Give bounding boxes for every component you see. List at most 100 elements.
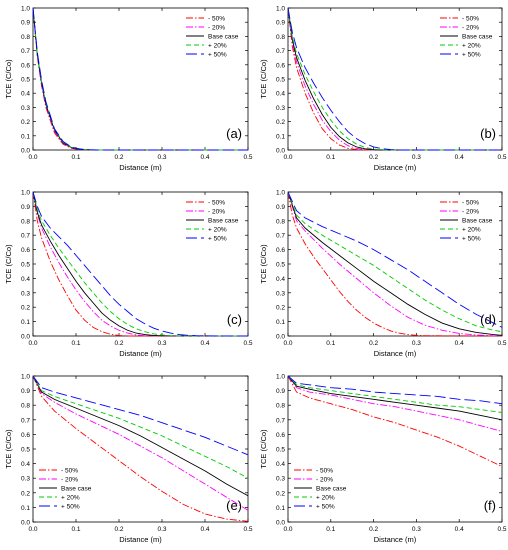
y-tick-label: 0.1 (21, 133, 30, 140)
x-axis-label: Distance (m) (374, 535, 417, 544)
x-axis-label: Distance (m) (374, 349, 417, 358)
legend-label: + 50% (462, 236, 481, 243)
y-tick-label: 0.4 (276, 276, 285, 283)
y-tick-label: 1.0 (276, 190, 285, 197)
legend-label: + 20% (208, 43, 227, 50)
y-tick-label: 0.6 (276, 432, 285, 439)
legend-label: - 50% (208, 200, 225, 207)
series-line-1 (32, 191, 249, 337)
y-tick-label: 0.7 (276, 48, 285, 55)
panel-label: (c) (227, 312, 242, 327)
y-tick-label: 0.8 (276, 218, 285, 225)
y-tick-label: 0.6 (276, 247, 285, 254)
legend-label: - 20% (208, 209, 225, 216)
series-line-1 (32, 375, 249, 511)
y-tick-label: 1.0 (276, 6, 285, 13)
y-tick-label: 0.2 (21, 119, 30, 126)
series-line-3 (32, 191, 249, 337)
legend: - 50% - 20% Base case + 20% + 50% (294, 468, 347, 511)
y-tick-label: 0.1 (276, 133, 285, 140)
x-axis-label: Distance (m) (119, 349, 162, 358)
x-tick-label: 0.4 (200, 526, 209, 533)
x-tick-label: 0.0 (283, 526, 292, 533)
panel-label: (e) (226, 498, 242, 513)
legend: - 50% - 20% Base case + 20% + 50% (186, 16, 239, 59)
series-line-2 (287, 7, 502, 151)
y-tick-label: 0.2 (21, 490, 30, 497)
y-tick-label: 0.3 (276, 290, 285, 297)
y-tick-label: 0.8 (21, 403, 30, 410)
legend-label: - 50% (462, 16, 479, 23)
y-axis-label: TCE (C/Co) (4, 59, 13, 99)
y-tick-label: 0.0 (276, 520, 285, 527)
y-tick-label: 0.3 (21, 290, 30, 297)
y-tick-label: 0.1 (21, 319, 30, 326)
y-tick-label: 0.9 (276, 20, 285, 27)
x-tick-label: 0.1 (71, 154, 80, 161)
x-tick-label: 0.4 (455, 340, 464, 347)
y-tick-label: 0.0 (21, 520, 30, 527)
y-tick-label: 0.7 (21, 48, 30, 55)
x-tick-label: 0.2 (114, 526, 123, 533)
legend-label: - 20% (61, 477, 78, 484)
y-axis-label: TCE (C/Co) (259, 59, 268, 99)
series-line-1 (287, 191, 503, 337)
x-tick-label: 0.4 (200, 340, 209, 347)
series-line-3 (287, 375, 503, 413)
x-tick-label: 0.1 (71, 340, 80, 347)
legend-label: + 20% (462, 227, 481, 234)
legend-label: + 50% (316, 504, 335, 511)
y-tick-label: 0.6 (21, 432, 30, 439)
x-axis-label: Distance (m) (119, 535, 162, 544)
y-tick-label: 0.6 (21, 247, 30, 254)
y-tick-label: 0.6 (21, 62, 30, 69)
series-line-2 (287, 191, 503, 336)
x-tick-label: 0.0 (283, 340, 292, 347)
x-tick-label: 0.1 (71, 526, 80, 533)
legend-label: + 20% (208, 227, 227, 234)
y-tick-label: 0.8 (21, 218, 30, 225)
series-line-0 (32, 191, 248, 337)
y-tick-label: 0.9 (21, 388, 30, 395)
legend-label: + 50% (208, 236, 227, 243)
chart-panel-b: 0.0 0.1 0.2 0.3 0.4 0.5 0.6 0.7 0.8 0.9 1.0 0.0 0.1 0… (259, 6, 507, 173)
legend-label: - 50% (316, 468, 333, 475)
chart-panel-c: 0.0 0.1 0.2 0.3 0.4 0.5 0.6 0.7 0.8 0.9 1.0 0.0 0.1 0… (4, 190, 253, 359)
x-tick-label: 0.1 (326, 154, 335, 161)
x-axis-label: Distance (m) (119, 163, 162, 172)
x-axis-label: Distance (m) (374, 163, 417, 172)
series-line-2 (32, 191, 249, 337)
x-tick-label: 0.3 (412, 340, 421, 347)
x-tick-label: 0.1 (326, 526, 335, 533)
y-tick-label: 1.0 (21, 190, 30, 197)
y-tick-label: 0.4 (276, 91, 285, 98)
series-line-0 (287, 7, 502, 151)
x-tick-label: 0.2 (369, 340, 378, 347)
x-tick-label: 0.2 (369, 154, 378, 161)
legend-label: Base case (462, 218, 493, 225)
series-line-3 (32, 375, 249, 479)
series-line-0 (32, 375, 249, 522)
y-axis-label: TCE (C/Co) (4, 244, 13, 284)
y-tick-label: 0.7 (21, 233, 30, 240)
y-tick-label: 1.0 (276, 374, 285, 381)
y-axis-label: TCE (C/Co) (4, 429, 13, 469)
chart-panel-e: 0.0 0.1 0.2 0.3 0.4 0.5 0.6 0.7 0.8 0.9 1.0 0.0 0.1 0… (4, 374, 253, 545)
legend-label: + 50% (462, 52, 481, 59)
y-tick-label: 0.0 (21, 148, 30, 155)
legend-label: Base case (316, 486, 347, 493)
y-tick-label: 0.2 (276, 119, 285, 126)
legend-label: - 20% (208, 25, 225, 32)
legend-label: - 50% (208, 16, 225, 23)
panel-label: (b) (480, 126, 496, 141)
x-tick-label: 0.5 (243, 154, 252, 161)
chart-panel-a: 0.0 0.1 0.2 0.3 0.4 0.5 0.6 0.7 0.8 0.9 1.0 0.0 0.1 0… (4, 6, 253, 173)
x-tick-label: 0.5 (243, 340, 252, 347)
legend-label: - 20% (316, 477, 333, 484)
y-tick-label: 0.9 (21, 204, 30, 211)
series-line-4 (32, 375, 249, 456)
legend-label: + 20% (316, 495, 335, 502)
series-line-1 (287, 7, 502, 151)
x-tick-label: 0.5 (497, 154, 506, 161)
